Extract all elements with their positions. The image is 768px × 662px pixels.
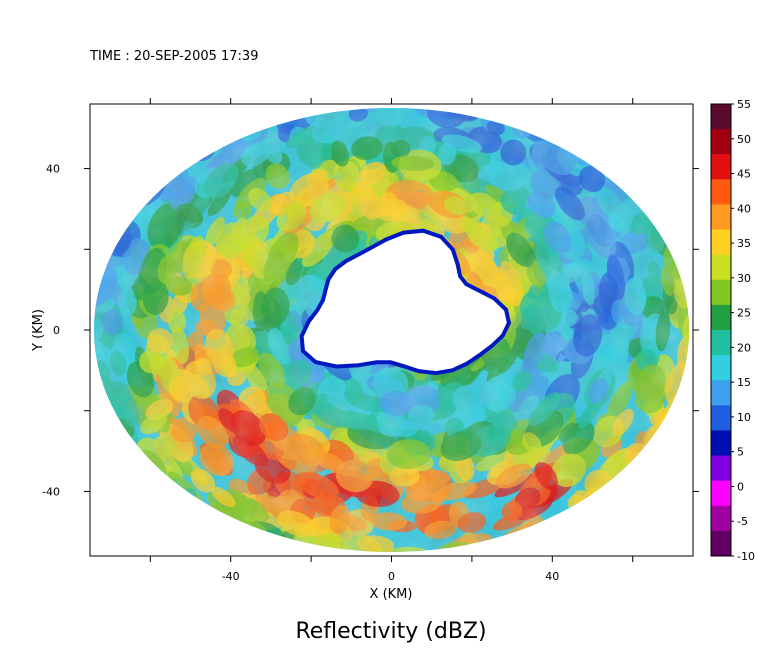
colorbar-label: -10 xyxy=(737,550,755,563)
y-tick-label: 0 xyxy=(53,324,60,337)
colorbar-swatch xyxy=(711,204,731,231)
x-tick-label: -40 xyxy=(222,570,240,583)
colorbar-swatch xyxy=(711,129,731,155)
colorbar-swatch xyxy=(711,430,731,457)
colorbar-swatch xyxy=(711,380,731,406)
colorbar-label: 20 xyxy=(737,341,751,354)
colorbar-swatch xyxy=(711,254,731,281)
x-tick-label: 40 xyxy=(545,570,559,583)
reflectivity-field xyxy=(94,108,689,552)
colorbar-label: 25 xyxy=(737,307,751,320)
colorbar-swatch xyxy=(711,229,731,256)
colorbar-swatch xyxy=(711,304,731,331)
colorbar-swatch xyxy=(711,405,731,431)
colorbar-swatch xyxy=(711,355,731,381)
colorbar-label: 50 xyxy=(737,133,751,146)
colorbar-label: 0 xyxy=(737,480,744,493)
eye-no-data xyxy=(299,228,511,376)
colorbar-swatch xyxy=(711,179,731,205)
colorbar-label: 30 xyxy=(737,272,751,285)
axis-tick-labels: -40 0 40 -40 0 40 xyxy=(42,163,559,583)
colorbar-label: -5 xyxy=(737,515,748,528)
colorbar-swatch xyxy=(711,455,731,482)
colorbar-swatch xyxy=(711,154,731,180)
colorbar-swatch xyxy=(711,480,731,507)
colorbar-label: 35 xyxy=(737,237,751,250)
plot-area xyxy=(94,108,689,552)
x-axis-label: X (KM) xyxy=(370,587,413,602)
colorbar-swatch xyxy=(711,505,731,532)
colorbar-label: 55 xyxy=(737,98,751,111)
colorbar-swatch xyxy=(711,530,731,557)
chart-title: Reflectivity (dBZ) xyxy=(295,619,486,644)
colorbar-swatch xyxy=(711,330,731,356)
y-tick-label: -40 xyxy=(42,485,60,498)
colorbar-label: 45 xyxy=(737,168,751,181)
colorbar-label: 5 xyxy=(737,446,744,459)
x-tick-label: 0 xyxy=(388,570,395,583)
colorbar-swatch xyxy=(711,104,731,130)
colorbar-label: 10 xyxy=(737,411,751,424)
axis-ticks xyxy=(84,98,699,562)
colorbar-swatch xyxy=(711,279,731,306)
y-tick-label: 40 xyxy=(46,163,60,176)
time-label: TIME : 20-SEP-2005 17:39 xyxy=(89,49,258,64)
colorbar-label: 15 xyxy=(737,376,751,389)
colorbar-label: 40 xyxy=(737,202,751,215)
y-axis-label: Y (KM) xyxy=(31,309,46,352)
colorbar-frame xyxy=(710,103,732,557)
